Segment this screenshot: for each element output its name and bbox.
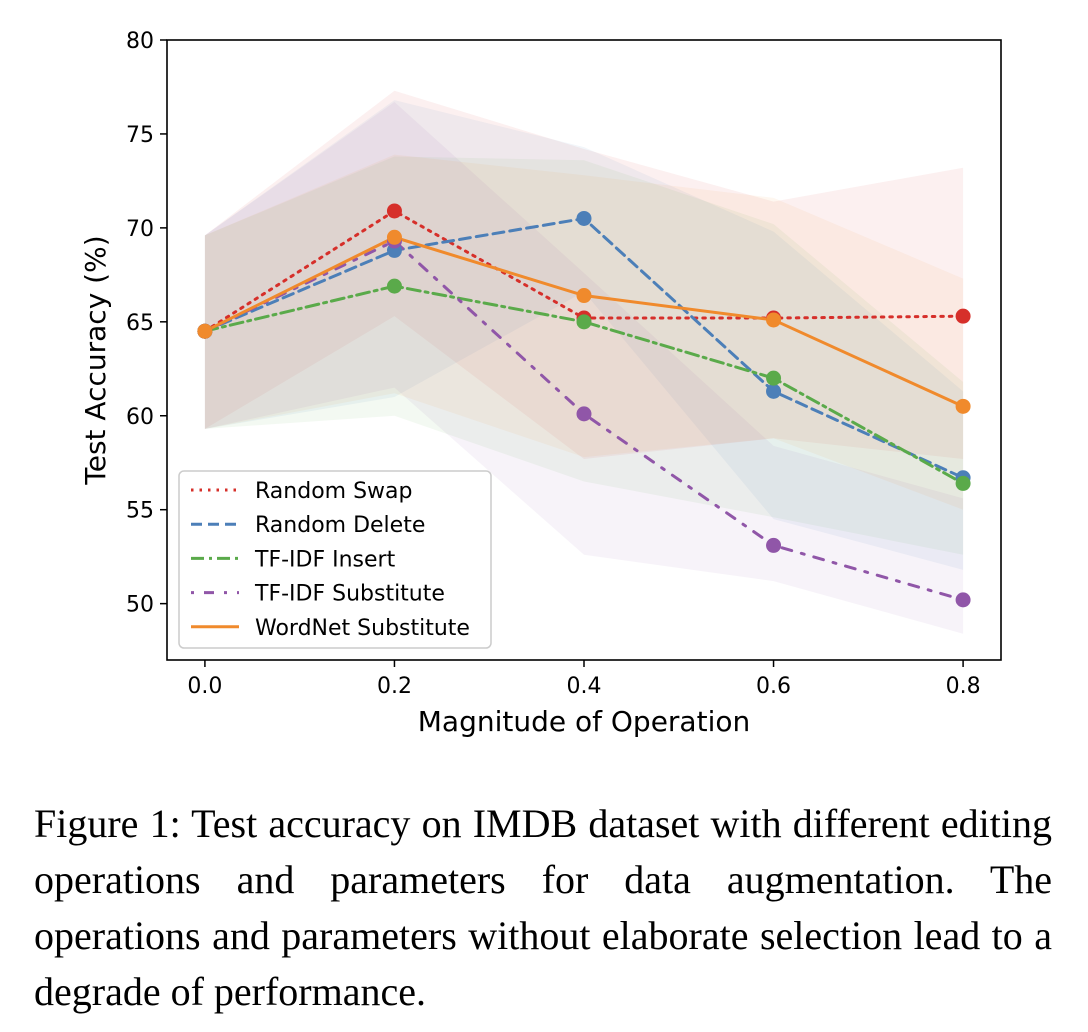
x-axis-label: Magnitude of Operation: [418, 705, 750, 738]
point-random-delete: [766, 383, 782, 399]
band-random-swap: [204, 90, 964, 459]
x-tick-label: 0.8: [946, 674, 981, 699]
point-random-swap: [955, 308, 971, 324]
point-wordnet-substitute: [386, 229, 402, 245]
point-wordnet-substitute: [576, 288, 592, 304]
x-axis-ticks: 0.0 0.2 0.4 0.6 0.8: [187, 660, 981, 699]
point-tf-idf-substitute: [955, 592, 971, 608]
legend: Random Swap Random Delete TF-IDF Insert TF-…: [178, 470, 492, 649]
point-wordnet-substitute: [766, 312, 782, 328]
point-wordnet-substitute: [955, 398, 971, 414]
point-tf-idf-insert: [576, 314, 592, 330]
legend-label-tf-idf-insert: TF-IDF Insert: [254, 547, 396, 572]
x-tick-label: 0.0: [187, 674, 222, 699]
legend-label-random-swap: Random Swap: [255, 479, 412, 504]
x-tick-label: 0.2: [377, 674, 412, 699]
y-tick-label: 60: [126, 405, 154, 430]
point-tf-idf-insert: [955, 475, 971, 491]
y-tick-label: 65: [126, 311, 154, 336]
x-tick-label: 0.6: [756, 674, 791, 699]
point-tf-idf-substitute: [576, 406, 592, 422]
line-tf-idf-insert: [203, 284, 965, 485]
y-tick-label: 70: [126, 217, 154, 242]
figure-caption: Figure 1: Test accuracy on IMDB dataset …: [34, 801, 1052, 1014]
legend-label-tf-idf-substitute: TF-IDF Substitute: [254, 582, 445, 607]
y-tick-label: 80: [126, 29, 154, 54]
y-tick-label: 55: [126, 499, 154, 524]
legend-box: [178, 470, 492, 649]
x-tick-label: 0.4: [567, 674, 602, 699]
y-tick-label: 75: [126, 123, 154, 148]
line-chart: 0.0 0.2 0.4 0.6 0.8 50 55 60 65 70 75 80 Magnitude…: [79, 29, 1002, 738]
legend-label-wordnet-substitute: WordNet Substitute: [255, 616, 470, 641]
y-tick-label: 50: [126, 593, 154, 618]
y-axis-label: Test Accuracy (%): [79, 235, 112, 485]
point-tf-idf-substitute: [766, 537, 782, 553]
point-random-delete: [576, 210, 592, 226]
point-wordnet-substitute: [197, 323, 213, 339]
y-axis-ticks: 50 55 60 65 70 75 80: [126, 29, 167, 618]
series-markers: [197, 203, 971, 608]
point-tf-idf-insert: [766, 370, 782, 386]
legend-label-random-delete: Random Delete: [255, 513, 425, 538]
point-tf-idf-insert: [386, 278, 402, 294]
point-random-swap: [386, 203, 402, 219]
